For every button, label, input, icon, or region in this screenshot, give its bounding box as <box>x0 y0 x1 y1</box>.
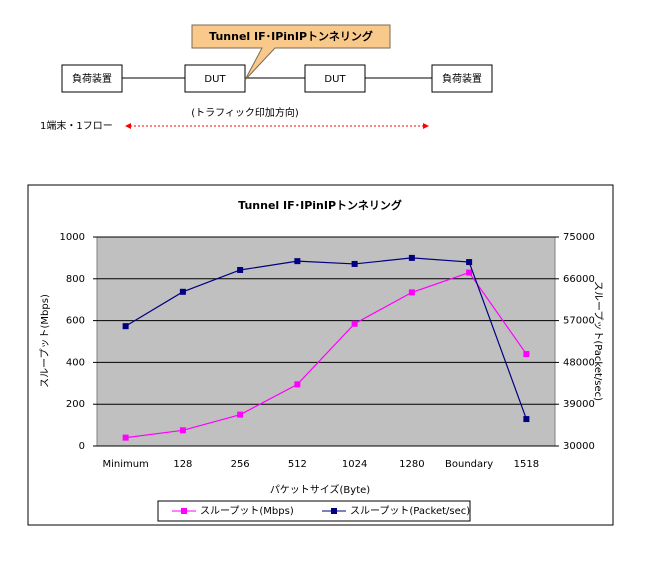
callout <box>191 24 391 81</box>
device-label: 負荷装置 <box>72 72 112 85</box>
point <box>408 254 415 261</box>
point <box>466 259 473 266</box>
point <box>523 351 530 358</box>
x-tick-label: 1518 <box>514 459 539 470</box>
y2-tick-label: 48000 <box>563 357 595 368</box>
y-tick-label: 600 <box>66 316 85 327</box>
y-tick-label: 1000 <box>60 232 85 243</box>
y-axis-label: スループット(Mbps) <box>39 294 51 388</box>
point <box>179 427 186 434</box>
series-line <box>125 271 527 439</box>
series-line <box>125 257 527 420</box>
point <box>237 411 244 418</box>
plot-area <box>96 236 556 447</box>
y-tick-label: 0 <box>79 441 85 452</box>
x-tick-label: 128 <box>173 459 192 470</box>
callout-text: Tunnel IF･IPinIPトンネリング <box>209 29 373 43</box>
x-axis-label: パケットサイズ(Byte) <box>270 483 370 496</box>
point <box>466 269 473 276</box>
device-box <box>61 64 123 93</box>
dut-box <box>184 64 246 93</box>
x-tick-label: 1024 <box>342 459 367 470</box>
y2-tick-label: 30000 <box>563 441 595 452</box>
y-tick-label: 800 <box>66 274 85 285</box>
direction-label: (トラフィック印加方向) <box>191 106 299 119</box>
legend-label: スループット(Mbps) <box>200 505 294 517</box>
x-tick-label: 512 <box>288 459 307 470</box>
point <box>408 289 415 296</box>
flow-label: 1端末・1フロー <box>40 119 113 132</box>
point <box>122 434 129 441</box>
legend-label: スループット(Packet/sec) <box>350 505 470 517</box>
point <box>122 323 129 330</box>
y2-tick-label: 75000 <box>563 232 595 243</box>
dut-label: DUT <box>204 74 226 85</box>
y2-axis-label: スループット(Packet/sec) <box>592 281 604 401</box>
point <box>179 288 186 295</box>
x-tick-label: Boundary <box>445 459 493 470</box>
x-tick-label: 1280 <box>399 459 424 470</box>
legend <box>157 500 471 522</box>
y2-tick-label: 66000 <box>563 274 595 285</box>
point <box>294 381 301 388</box>
x-tick-label: 256 <box>231 459 250 470</box>
device-box <box>431 64 493 93</box>
point <box>294 258 301 265</box>
chart-title: Tunnel IF･IPinIPトンネリング <box>238 198 402 212</box>
y-tick-label: 400 <box>66 357 85 368</box>
y2-tick-label: 57000 <box>563 316 595 327</box>
x-tick-label: Minimum <box>102 459 148 470</box>
point <box>237 266 244 273</box>
dut-label: DUT <box>324 74 346 85</box>
legend-marker <box>181 508 187 514</box>
y-tick-label: 200 <box>66 399 85 410</box>
legend-marker <box>331 508 337 514</box>
device-label: 負荷装置 <box>442 72 482 85</box>
dut-box <box>304 64 366 93</box>
point <box>351 260 358 267</box>
y2-tick-label: 39000 <box>563 399 595 410</box>
point <box>351 320 358 327</box>
point <box>523 416 530 423</box>
